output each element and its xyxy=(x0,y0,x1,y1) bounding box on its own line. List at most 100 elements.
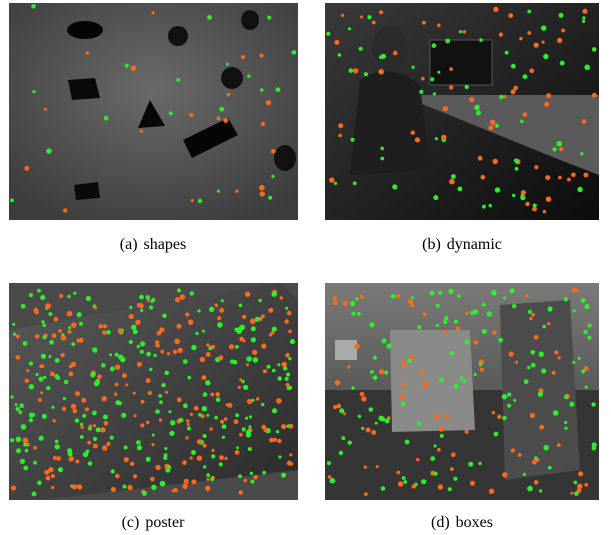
feature-point xyxy=(543,210,546,213)
feature-point xyxy=(454,384,459,389)
feature-point xyxy=(539,489,542,492)
feature-point xyxy=(287,461,290,464)
feature-point xyxy=(287,311,292,316)
feature-point xyxy=(182,460,187,465)
feature-point xyxy=(511,448,515,452)
feature-point xyxy=(125,64,129,68)
feature-point xyxy=(42,414,47,419)
feature-point xyxy=(238,490,243,495)
feature-point xyxy=(393,51,398,56)
feature-point xyxy=(432,43,437,48)
feature-point xyxy=(146,378,151,383)
feature-point xyxy=(420,371,425,376)
feature-point xyxy=(558,176,562,180)
feature-point xyxy=(26,369,29,372)
feature-point xyxy=(103,415,108,420)
feature-point xyxy=(380,157,384,161)
feature-point xyxy=(31,413,35,417)
feature-point xyxy=(174,339,180,345)
feature-point xyxy=(10,438,14,442)
feature-point xyxy=(364,465,367,468)
feature-point xyxy=(71,404,76,409)
feature-point xyxy=(137,362,142,367)
feature-point xyxy=(118,328,123,333)
feature-point xyxy=(103,324,107,328)
feature-point xyxy=(512,304,516,308)
feature-point xyxy=(81,398,86,403)
feature-point xyxy=(271,175,274,178)
feature-point xyxy=(111,469,115,473)
feature-point xyxy=(94,306,97,309)
feature-point xyxy=(80,435,84,439)
feature-point xyxy=(129,314,134,319)
feature-point xyxy=(260,88,264,92)
feature-point xyxy=(371,430,376,435)
feature-point xyxy=(187,427,191,431)
feature-point xyxy=(577,187,582,192)
feature-point xyxy=(115,364,120,369)
feature-point xyxy=(118,401,122,405)
feature-point xyxy=(136,440,141,445)
feature-point xyxy=(104,116,109,121)
feature-point xyxy=(32,90,35,93)
feature-point xyxy=(134,414,137,417)
feature-point xyxy=(289,424,294,429)
feature-point xyxy=(75,460,79,464)
feature-point xyxy=(415,137,420,142)
feature-point xyxy=(63,208,67,212)
feature-point xyxy=(437,24,441,28)
feature-point xyxy=(44,470,49,475)
caption-text: shapes xyxy=(144,236,187,253)
feature-point xyxy=(402,476,406,480)
feature-point xyxy=(329,177,334,182)
feature-point xyxy=(195,332,198,335)
feature-point xyxy=(170,420,175,425)
feature-point xyxy=(514,159,519,164)
feature-point xyxy=(473,340,478,345)
feature-point xyxy=(92,347,97,352)
feature-point xyxy=(286,383,290,387)
feature-point xyxy=(518,453,522,457)
feature-point xyxy=(258,299,262,303)
feature-point xyxy=(410,303,414,307)
feature-point xyxy=(88,461,93,466)
feature-point xyxy=(191,450,196,455)
feature-point xyxy=(584,173,589,178)
feature-point xyxy=(376,465,379,468)
feature-point xyxy=(164,371,169,376)
feature-point xyxy=(364,492,368,496)
feature-point xyxy=(357,312,361,316)
feature-point xyxy=(42,323,46,327)
feature-point xyxy=(25,449,29,453)
feature-point xyxy=(245,292,250,297)
feature-point xyxy=(85,407,89,411)
feature-point xyxy=(409,354,414,359)
feature-point xyxy=(124,446,128,450)
feature-point xyxy=(542,325,546,329)
feature-point xyxy=(401,402,406,407)
feature-point xyxy=(530,413,535,418)
feature-point xyxy=(71,342,75,346)
feature-point xyxy=(491,290,497,296)
feature-point xyxy=(449,85,453,89)
feature-point xyxy=(96,427,101,432)
feature-point xyxy=(245,417,248,420)
feature-point xyxy=(99,324,103,328)
feature-point xyxy=(29,418,33,422)
caption: (b)dynamic xyxy=(422,236,502,253)
feature-point xyxy=(215,304,219,308)
feature-point xyxy=(97,374,102,379)
feature-point xyxy=(50,372,55,377)
feature-point xyxy=(48,355,51,358)
feature-point xyxy=(422,21,426,25)
feature-point xyxy=(430,456,435,461)
feature-point xyxy=(214,416,218,420)
feature-point xyxy=(434,444,437,447)
feature-point xyxy=(23,341,28,346)
feature-point xyxy=(335,380,340,385)
feature-point xyxy=(403,480,407,484)
feature-point xyxy=(82,414,86,418)
feature-point xyxy=(55,358,60,363)
feature-point xyxy=(217,322,223,328)
feature-point xyxy=(433,92,436,95)
